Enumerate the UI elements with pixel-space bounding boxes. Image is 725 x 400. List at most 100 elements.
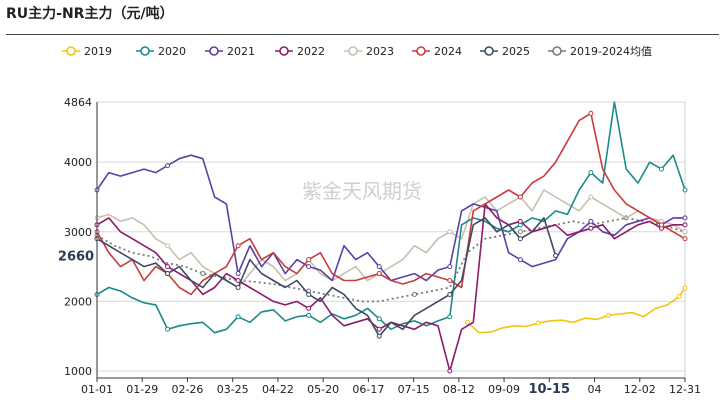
legend-label-2023: 2023: [366, 45, 394, 58]
series-point-2023: [588, 194, 594, 200]
series-point-2024: [682, 236, 688, 242]
series-point-2019: [682, 285, 688, 291]
x-tick-label: 12-31: [669, 383, 701, 396]
title-divider: [6, 34, 719, 35]
legend-label-2019-2024: 2019-2024均值: [570, 45, 652, 58]
series-point-2021: [517, 257, 523, 263]
series-point-2020: [658, 166, 664, 172]
series-point-2021: [376, 264, 382, 270]
x-tick-label: 04: [588, 383, 602, 396]
series-point-2020: [306, 312, 312, 318]
series-point-2020: [165, 326, 171, 332]
series-point-2025: [517, 236, 523, 242]
series-point-2024: [658, 222, 664, 228]
series-point-2024: [235, 243, 241, 249]
y-tick-label: 4864: [64, 96, 92, 109]
y-tick-label: 1000: [64, 365, 92, 378]
series-point-2024: [306, 257, 312, 263]
legend-label-2022: 2022: [297, 45, 325, 58]
legend: 2019 2020 2021 2022 2023 2024 2025 2019-2024均值: [62, 45, 652, 58]
series-point-2024: [376, 271, 382, 277]
x-tick-label: 05-20: [307, 383, 339, 396]
series-line-2022: [96, 203, 685, 372]
series-point-2021: [588, 218, 594, 224]
series-point-2022: [517, 218, 523, 224]
series-point-2025: [553, 252, 559, 258]
grid-lines: [97, 101, 686, 378]
y-tick-label: 3000: [64, 226, 92, 239]
x-axis: 01-01 01-29 02-26 03-25 04-22 05-20 06-17 07-15…: [81, 377, 701, 397]
series-point-2020: [235, 314, 241, 320]
series-point-2025: [447, 291, 453, 297]
x-tick-label: 10-15: [529, 382, 571, 397]
legend-marker-2019: [66, 46, 76, 56]
series-point-2019-2024: [412, 291, 418, 297]
series-point-2023: [682, 229, 688, 235]
series-point-2022: [306, 305, 312, 311]
series-point-2025: [165, 271, 171, 277]
series-line-2019: [466, 287, 686, 334]
series-point-2021: [235, 271, 241, 277]
series-point-2019: [535, 320, 541, 326]
series-point-2022: [588, 225, 594, 231]
x-tick-label: 08-12: [443, 383, 475, 396]
series-point-2021: [447, 264, 453, 270]
series-point-2019: [606, 312, 612, 318]
legend-marker-2021: [209, 46, 219, 56]
series-point-2024: [517, 194, 523, 200]
legend-label-2021: 2021: [227, 45, 255, 58]
series-point-2022: [165, 264, 171, 270]
series-point-2020: [376, 316, 382, 322]
series-point-2022: [235, 278, 241, 284]
y-axis: 1000 2000 3000 4000 4864: [64, 96, 98, 378]
x-tick-label: 07-15: [398, 383, 430, 396]
legend-label-2025: 2025: [502, 45, 530, 58]
series-point-2024: [588, 110, 594, 116]
marker-label: 2660: [58, 249, 94, 264]
series-point-2021: [682, 215, 688, 221]
chart-title: RU主力-NR主力（元/吨）: [6, 6, 174, 22]
series-point-2024: [447, 278, 453, 284]
series-point-2025: [306, 291, 312, 297]
x-tick-label: 09-09: [488, 383, 520, 396]
series-point-2025: [235, 284, 241, 290]
x-tick-label: 01-29: [126, 383, 158, 396]
legend-label-2019: 2019: [84, 45, 112, 58]
legend-label-2020: 2020: [158, 45, 186, 58]
x-tick-label: 02-26: [171, 383, 203, 396]
legend-marker-2019-2024: [552, 46, 562, 56]
marker-background: [56, 246, 96, 265]
series-point-2023: [165, 243, 171, 249]
series-point-2020: [447, 314, 453, 320]
x-tick-label: 06-17: [352, 383, 384, 396]
legend-marker-2022: [279, 46, 289, 56]
series-lines: [94, 101, 688, 374]
series-point-2019: [464, 319, 470, 325]
series-line-2024: [96, 112, 686, 296]
x-tick-label: 01-01: [81, 383, 113, 396]
series-point-2023: [447, 229, 453, 235]
current-value-marker: 2660: [56, 246, 96, 264]
x-tick-label: 04-22: [262, 383, 294, 396]
x-tick-label: 12-02: [624, 383, 656, 396]
series-line-2019-2024: [96, 216, 686, 303]
legend-label-2024: 2024: [434, 45, 462, 58]
series-point-2022: [376, 326, 382, 332]
watermark-text: 紫金天风期货: [302, 179, 422, 203]
series-point-2022: [447, 368, 453, 374]
series-point-2022: [682, 222, 688, 228]
series-line-2021: [96, 154, 685, 282]
series-point-2020: [682, 187, 688, 193]
legend-marker-2020: [140, 46, 150, 56]
series-point-2020: [588, 170, 594, 176]
series-point-2021: [306, 264, 312, 270]
series-line-2023: [96, 189, 686, 289]
series-point-2025: [376, 333, 382, 339]
legend-marker-2023: [348, 46, 358, 56]
legend-marker-2024: [416, 46, 426, 56]
x-tick-label: 03-25: [217, 383, 249, 396]
series-point-2019-2024: [200, 271, 206, 277]
series-point-2021: [165, 163, 171, 169]
series-line-2020: [96, 101, 686, 334]
